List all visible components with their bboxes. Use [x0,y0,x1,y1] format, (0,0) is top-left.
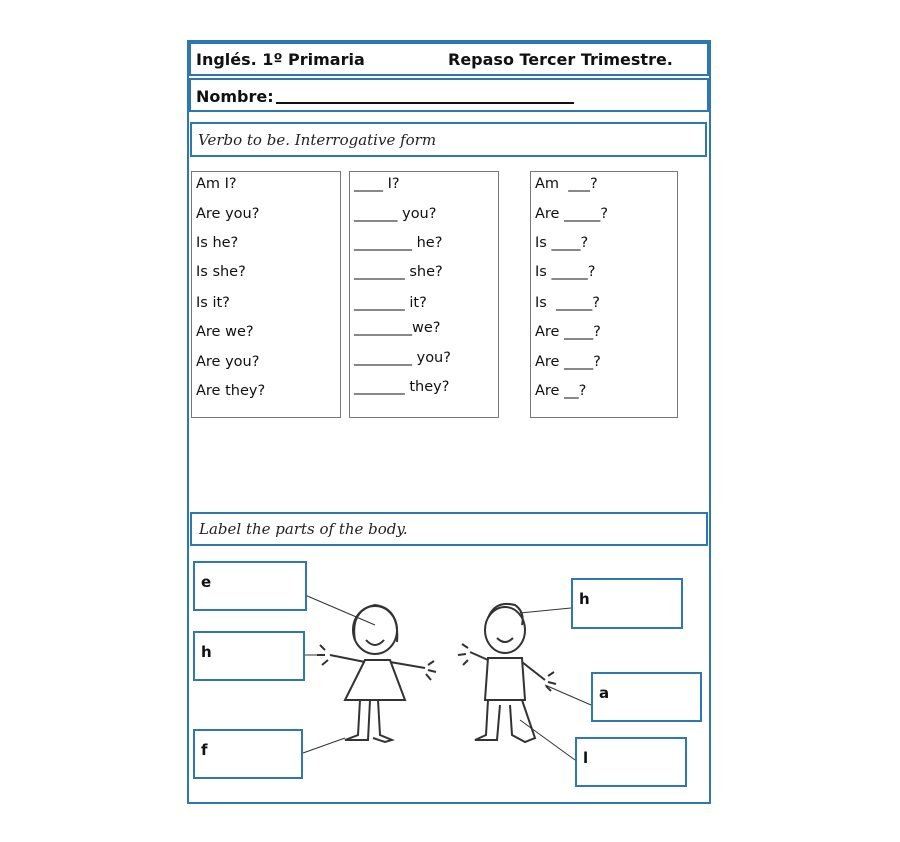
table-cell: Is she? [196,264,246,280]
name-row: Nombre: [189,78,709,112]
table-cell[interactable]: Are _____? [535,206,609,222]
table-column-3: Am ___? Are _____? Is ____? Is _____? Is… [530,171,678,418]
label-box-h-right[interactable]: h [571,578,683,629]
table-cell: Is he? [196,235,239,251]
label-hint: a [599,684,610,702]
section-title-text: Verbo to be. Interrogative form [198,131,437,149]
label-box-e[interactable]: e [193,561,307,611]
table-cell: Is it? [196,295,230,311]
label-box-l[interactable]: l [575,737,687,787]
label-hint: f [201,741,208,759]
girl-drawing [317,603,437,744]
table-cell[interactable]: ________ he? [354,235,443,251]
table-cell[interactable]: Is _____? [535,295,600,311]
header-row: Inglés. 1º Primaria Repaso Tercer Trimes… [189,42,709,76]
name-label: Nombre: [196,87,274,106]
table-cell[interactable]: Is ____? [535,235,589,251]
table-cell[interactable]: Is _____? [535,264,596,280]
label-hint: l [583,749,589,767]
label-hint: h [201,643,212,661]
table-cell: Are they? [196,383,266,399]
table-cell: Am I? [196,176,237,192]
table-cell: Are you? [196,354,260,370]
section-title-body: Label the parts of the body. [190,512,708,546]
table-cell[interactable]: ______ you? [354,206,437,222]
label-hint: e [201,573,212,591]
worksheet-frame [187,40,711,804]
label-box-a[interactable]: a [591,672,702,722]
table-cell[interactable]: ________ you? [354,350,451,366]
table-cell[interactable]: _______ she? [354,264,443,280]
worksheet-title: Repaso Tercer Trimestre. [448,50,673,69]
table-cell[interactable]: _______ it? [354,295,427,311]
label-hint: h [579,590,590,608]
table-column-2: ____ I? ______ you? ________ he? _______… [349,171,499,418]
table-cell[interactable]: ________we? [354,320,441,336]
section-title-verb: Verbo to be. Interrogative form [190,122,707,157]
table-cell[interactable]: Are ____? [535,324,601,340]
table-column-1: Am I? Are you? Is he? Is she? Is it? Are… [191,171,341,418]
table-cell[interactable]: Are __? [535,383,587,399]
table-cell[interactable]: ____ I? [354,176,400,192]
table-cell[interactable]: Are ____? [535,354,601,370]
section-title-text: Label the parts of the body. [199,520,408,538]
subject: Inglés. 1º Primaria [196,50,365,69]
label-box-h-left[interactable]: h [193,631,305,681]
table-cell: Are we? [196,324,254,340]
label-box-f[interactable]: f [193,729,303,779]
name-field[interactable] [276,102,574,104]
boy-drawing [457,602,557,744]
table-cell[interactable]: _______ they? [354,379,450,395]
leader-lines [302,594,592,761]
table-cell[interactable]: Am ___? [535,176,598,192]
table-cell: Are you? [196,206,260,222]
